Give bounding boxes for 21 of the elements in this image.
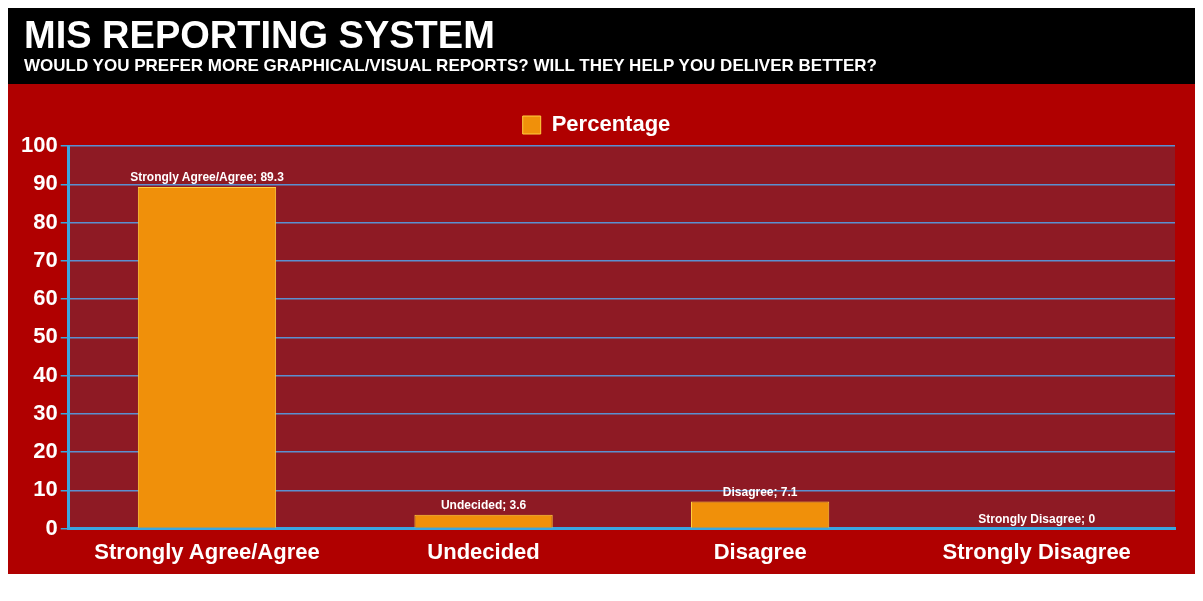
x-tick-label: Strongly Agree/Agree <box>94 538 320 564</box>
y-tick-label: 10 <box>33 476 58 502</box>
data-label: Strongly Agree/Agree; 89.3 <box>130 170 285 185</box>
x-tick-label: Undecided <box>427 538 540 564</box>
data-label: Undecided; 3.6 <box>440 498 527 513</box>
y-tick-label: 20 <box>33 438 58 464</box>
x-tick-label: Strongly Disagree <box>942 538 1131 564</box>
y-tick-label: 80 <box>33 208 58 234</box>
y-tick-label: 0 <box>45 514 58 540</box>
y-tick-label: 70 <box>33 246 58 272</box>
legend-label: Percentage <box>551 111 671 137</box>
y-tick-label: 30 <box>33 399 58 425</box>
y-tick-label: 50 <box>33 323 58 349</box>
y-tick-label: 90 <box>33 170 58 196</box>
chart-title: MIS REPORTING SYSTEM <box>24 14 496 56</box>
y-tick-label: 60 <box>33 285 58 311</box>
data-label: Strongly Disagree; 0 <box>978 511 1096 526</box>
y-tick-label: 40 <box>33 361 58 387</box>
y-tick-label: 100 <box>20 132 58 158</box>
x-tick-label: Disagree <box>713 538 807 564</box>
chart-subtitle: WOULD YOU PREFER MORE GRAPHICAL/VISUAL REPORTS? WILL THEY HELP YOU DELIVER BETTER? <box>24 56 878 76</box>
